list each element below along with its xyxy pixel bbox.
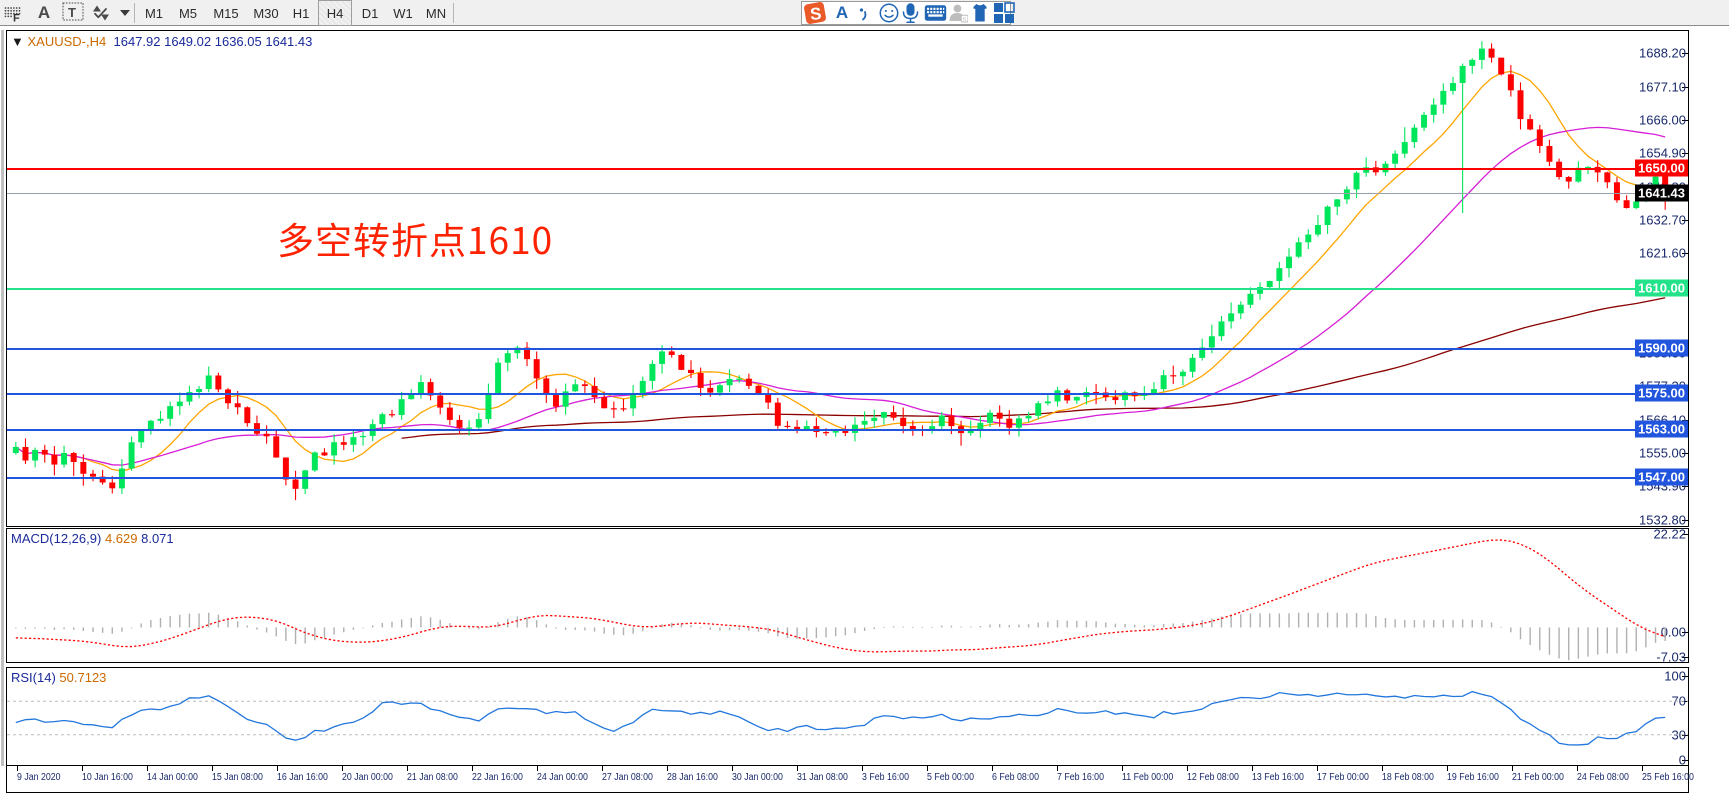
svg-text:F: F bbox=[13, 13, 20, 25]
svg-text:S: S bbox=[809, 4, 822, 24]
svg-text:6: 6 bbox=[963, 17, 966, 23]
svg-text:T: T bbox=[68, 5, 76, 20]
